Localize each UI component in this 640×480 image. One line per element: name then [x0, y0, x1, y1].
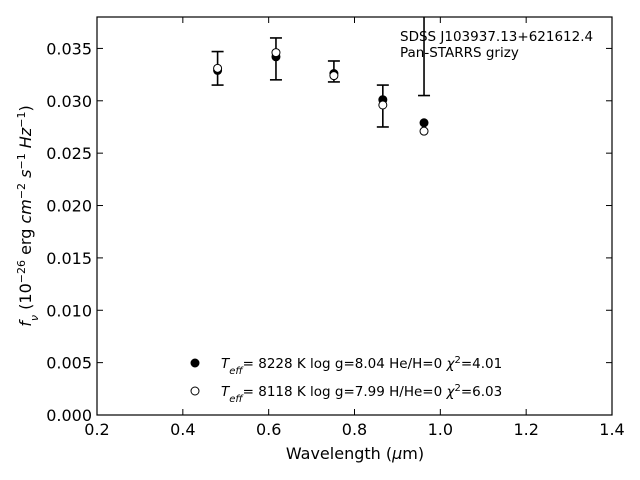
y-axis: 0.000 0.005 0.010 0.015 0.020 0.025 0.030 0.035 [46, 39, 612, 425]
x-tick-label: 0.8 [342, 420, 367, 439]
y-tick-label: 0.020 [46, 197, 92, 216]
y-tick-label: 0.015 [46, 249, 92, 268]
x-tick-label: 1.2 [513, 420, 538, 439]
annotation-survey: Pan-STARRS grizy [400, 45, 519, 61]
legend-marker-open [190, 386, 200, 396]
observed-errorbars [211, 17, 431, 128]
x-tick-label: 1.0 [428, 420, 453, 439]
x-axis-label: Wavelength (μm) [286, 444, 424, 463]
legend-entry-label: Teff= 8228 K log g=8.04 He/H=0 χ2=4.01 [221, 355, 502, 377]
y-tick-label: 0.000 [46, 406, 92, 425]
legend-marker-filled [190, 358, 200, 368]
open-model-point [213, 63, 223, 73]
filled-model-point [419, 118, 429, 128]
x-tick-label: 0.4 [170, 420, 195, 439]
y-axis-label: fν (10−26 erg cm−2 s−1 Hz−1) [15, 105, 41, 326]
open-model-point [271, 48, 281, 58]
y-tick-label: 0.030 [46, 92, 92, 111]
legend-entry-label: Teff= 8118 K log g=7.99 H/He=0 χ2=6.03 [221, 383, 502, 405]
y-tick-label: 0.010 [46, 301, 92, 320]
x-tick-label: 0.2 [84, 420, 109, 439]
annotation-object-name: SDSS J103937.13+621612.4 [400, 29, 593, 45]
legend: Teff= 8228 K log g=8.04 He/H=0 χ2=4.01 Te… [190, 355, 502, 405]
y-tick-label: 0.035 [46, 39, 92, 58]
x-tick-label: 0.6 [256, 420, 281, 439]
open-model-point [329, 71, 339, 81]
x-axis: 0.2 0.4 0.6 0.8 1.0 1.2 1.4 [84, 17, 625, 439]
x-tick-label: 1.4 [599, 420, 624, 439]
open-model-point [378, 100, 388, 110]
open-model-point [419, 126, 429, 136]
y-tick-label: 0.005 [46, 354, 92, 373]
y-tick-label: 0.025 [46, 144, 92, 163]
model-points [213, 48, 429, 136]
